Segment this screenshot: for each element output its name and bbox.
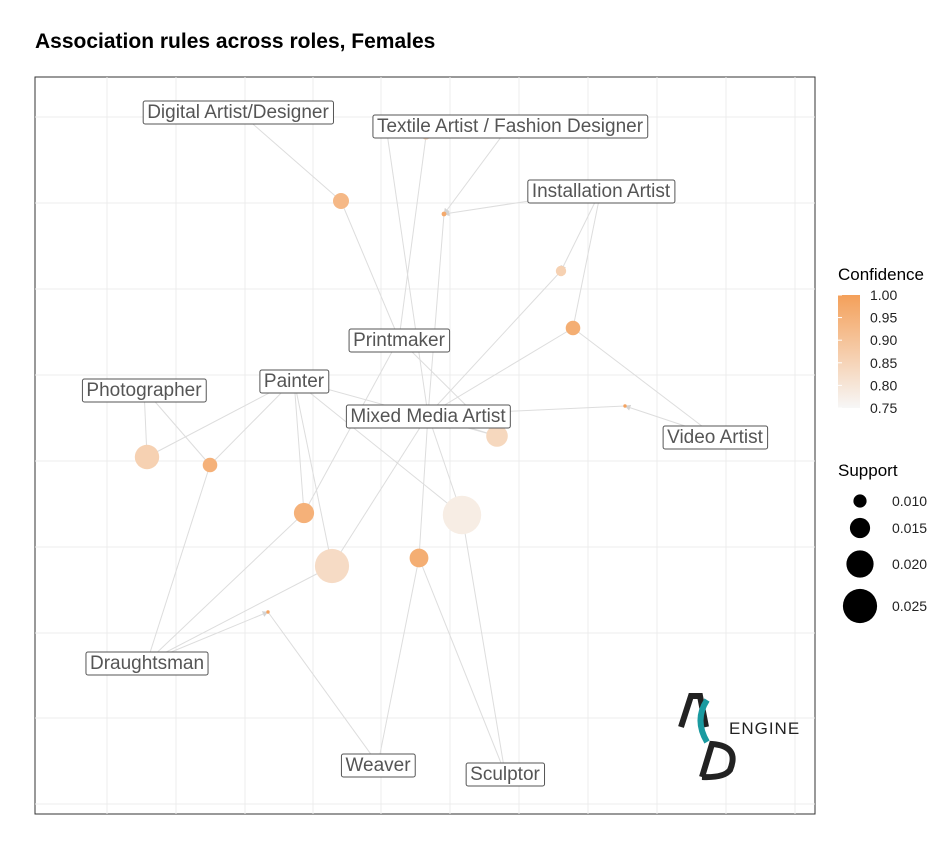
confidence-tick-label: 0.75: [870, 400, 897, 416]
support-key-label: 0.025: [892, 598, 927, 614]
edge-lhs: [443, 124, 511, 215]
rules-layer: [134, 129, 627, 614]
node-label-print: Printmaker: [348, 328, 451, 353]
node-label-weaver: Weaver: [340, 753, 416, 778]
node-labels-layer: Digital Artist/Designer Textile Artist / …: [81, 100, 769, 787]
confidence-tick-label: 0.95: [870, 310, 897, 326]
edge-rhs: [340, 200, 400, 340]
confidence-tick-label: 0.80: [870, 377, 897, 393]
edge-rhs: [293, 379, 463, 516]
rule-point: [555, 265, 567, 277]
edge-lhs: [377, 557, 421, 765]
node-label-text: Video Artist: [667, 427, 763, 448]
edge-rhs: [291, 379, 305, 514]
edge-lhs: [571, 189, 602, 329]
logo-text: ENGINE: [729, 719, 800, 738]
support-key-circle: [842, 588, 878, 624]
confidence-tick-label: 1.00: [870, 287, 897, 303]
confidence-legend-title: Confidence: [838, 265, 924, 284]
edge-lhs: [146, 565, 333, 663]
node-label-box: [345, 404, 511, 429]
logo-teal-link: [697, 698, 710, 744]
node-label-sculptor: Sculptor: [465, 762, 546, 787]
node-label-box: [372, 114, 649, 139]
edge-rhs: [418, 414, 431, 559]
logo-d-shape: [699, 740, 736, 781]
node-label-mixed: Mixed Media Artist: [345, 404, 511, 429]
edge-lhs: [418, 557, 506, 774]
support-key-circle: [849, 517, 871, 539]
support-key-label: 0.020: [892, 556, 927, 572]
node-label-photo: Photographer: [81, 378, 207, 403]
rule-point: [266, 610, 270, 614]
engine-logo: ENGINE: [678, 693, 800, 781]
edge-rhs: [427, 270, 562, 416]
chart-title: Association rules across roles, Females: [35, 30, 436, 53]
confidence-tick-label: 0.90: [870, 332, 897, 348]
edge-lhs: [331, 414, 429, 567]
node-label-box: [340, 753, 416, 778]
node-label-box: [662, 425, 769, 450]
node-label-text: Weaver: [345, 755, 411, 776]
node-label-text: Painter: [264, 371, 325, 392]
node-label-draught: Draughtsman: [85, 651, 209, 676]
rule-point: [409, 548, 429, 568]
node-label-box: [259, 369, 330, 394]
edge-lhs: [427, 327, 574, 416]
rule-point: [293, 502, 315, 524]
node-label-box: [85, 651, 209, 676]
edge-rhs: [209, 379, 295, 466]
node-label-text: Printmaker: [353, 330, 446, 351]
confidence-tick-label: 0.85: [870, 355, 897, 371]
node-label-box: [348, 328, 451, 353]
edge-lhs: [459, 514, 506, 774]
rule-point: [314, 548, 350, 584]
node-label-text: Installation Artist: [532, 181, 671, 202]
support-key-label: 0.015: [892, 520, 927, 536]
confidence-colorbar: [838, 295, 860, 408]
edge-lhs: [146, 464, 212, 663]
rule-point: [333, 193, 349, 209]
node-label-text: Draughtsman: [90, 653, 204, 674]
node-label-text: Photographer: [86, 380, 202, 401]
node-label-painter: Painter: [259, 369, 330, 394]
rule-point: [202, 457, 218, 473]
edge-lhs: [237, 110, 342, 202]
node-label-install: Installation Artist: [527, 179, 676, 204]
legend-support: Support 0.010 0.015 0.020 0.025: [838, 461, 927, 624]
node-label-textile: Textile Artist / Fashion Designer: [372, 114, 649, 139]
node-label-text: Digital Artist/Designer: [147, 102, 329, 123]
node-label-box: [81, 378, 207, 403]
node-label-video: Video Artist: [662, 425, 769, 450]
rule-point: [623, 404, 627, 408]
node-label-text: Mixed Media Artist: [350, 406, 506, 427]
support-key-label: 0.010: [892, 493, 927, 509]
node-label-text: Textile Artist / Fashion Designer: [377, 116, 644, 137]
edge-lhs: [146, 512, 305, 663]
edge-rhs: [267, 611, 379, 765]
node-label-box: [142, 100, 334, 125]
legend-confidence: Confidence 1.00 0.95 0.90 0.85 0.80 0.75: [838, 265, 924, 416]
rule-point: [441, 211, 447, 217]
rule-point: [565, 320, 581, 336]
rule-point: [134, 444, 160, 470]
node-label-box: [527, 179, 676, 204]
edge-rhs: [425, 213, 445, 416]
support-legend-title: Support: [838, 461, 898, 480]
node-label-digital: Digital Artist/Designer: [142, 100, 334, 125]
edge-rhs: [396, 135, 427, 340]
node-label-box: [465, 762, 546, 787]
edge-rhs: [572, 327, 716, 437]
rule-point: [486, 425, 508, 447]
support-key-circle: [846, 550, 874, 578]
node-label-text: Sculptor: [470, 764, 540, 785]
edge-rhs: [292, 379, 333, 567]
rule-point: [442, 495, 482, 535]
support-key-circle: [853, 494, 867, 508]
